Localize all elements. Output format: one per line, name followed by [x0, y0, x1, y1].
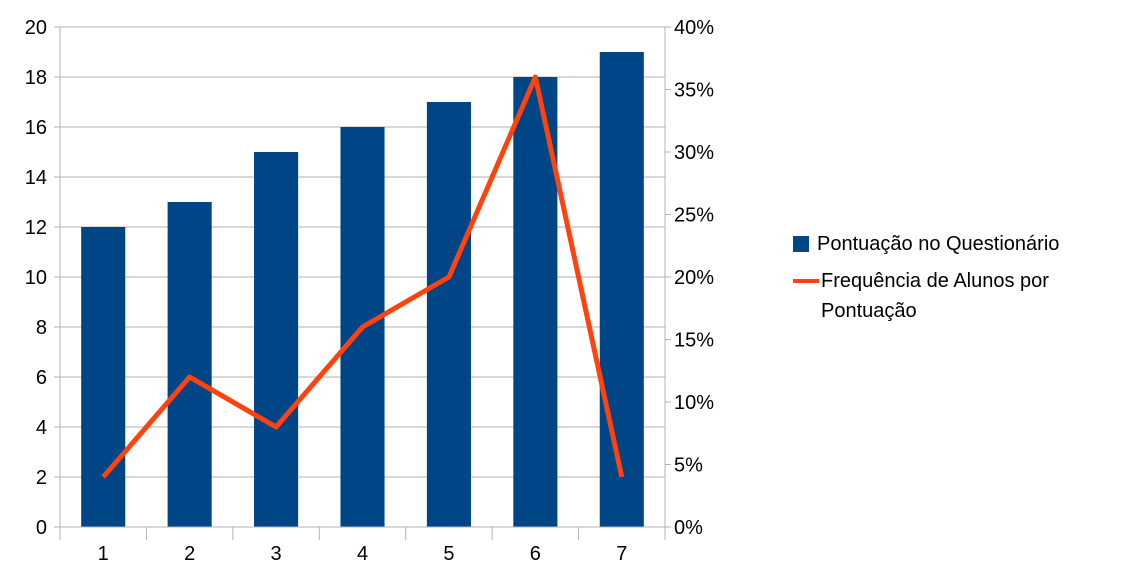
left-tick-label-2: 4 [36, 417, 47, 439]
x-tick-label-7: 7 [616, 543, 627, 565]
right-tick-label-3: 15% [674, 330, 714, 352]
x-axis-tick-labels: 1 2 3 4 5 6 7 [98, 543, 628, 565]
bar-7 [599, 52, 644, 527]
x-tick-label-2: 2 [184, 543, 195, 565]
right-tick-label-5: 25% [674, 205, 714, 227]
legend-bar-swatch [793, 236, 809, 252]
right-tick-label-2: 10% [674, 392, 714, 414]
legend-line-label: Frequência de Alunos por Pontuação [821, 270, 1049, 322]
x-tick-label-1: 1 [98, 543, 109, 565]
left-tick-label-10: 20 [25, 17, 47, 39]
bar-5 [426, 102, 471, 527]
bar-1 [81, 227, 126, 527]
bar-3 [254, 152, 299, 527]
left-tick-label-3: 6 [36, 367, 47, 389]
right-tick-label-4: 20% [674, 267, 714, 289]
legend-item-line: Frequência de Alunos por Pontuação [793, 269, 1135, 326]
left-tick-label-1: 2 [36, 467, 47, 489]
left-tick-label-4: 8 [36, 317, 47, 339]
bar-series [81, 52, 644, 527]
axes [54, 26, 671, 540]
right-tick-label-6: 30% [674, 142, 714, 164]
left-tick-label-0: 0 [36, 517, 47, 539]
left-axis-tick-labels: 0 2 4 6 8 10 12 14 16 18 20 [25, 17, 47, 539]
right-tick-label-1: 5% [674, 455, 703, 477]
left-tick-label-6: 12 [25, 217, 47, 239]
left-tick-label-5: 10 [25, 267, 47, 289]
line-series [101, 74, 625, 479]
x-tick-label-3: 3 [271, 543, 282, 565]
right-tick-label-8: 40% [674, 17, 714, 39]
legend-bar-label: Pontuação no Questionário [817, 233, 1060, 255]
legend: Pontuação no Questionário Frequência de … [793, 232, 1135, 336]
right-tick-label-7: 35% [674, 80, 714, 102]
right-tick-label-0: 0% [674, 517, 703, 539]
x-tick-label-5: 5 [443, 543, 454, 565]
legend-item-bar: Pontuação no Questionário [793, 232, 1135, 259]
bar-2 [167, 202, 212, 527]
legend-line-swatch [793, 279, 819, 283]
left-tick-label-8: 16 [25, 117, 47, 139]
left-tick-label-9: 18 [25, 67, 47, 89]
x-tick-label-4: 4 [357, 543, 368, 565]
left-tick-label-7: 14 [25, 167, 47, 189]
x-tick-label-6: 6 [530, 543, 541, 565]
right-axis-tick-labels: 0% 5% 10% 15% 20% 25% 30% 35% 40% [674, 17, 714, 539]
